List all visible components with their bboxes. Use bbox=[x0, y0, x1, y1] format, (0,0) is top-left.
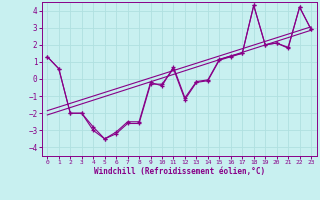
X-axis label: Windchill (Refroidissement éolien,°C): Windchill (Refroidissement éolien,°C) bbox=[94, 167, 265, 176]
